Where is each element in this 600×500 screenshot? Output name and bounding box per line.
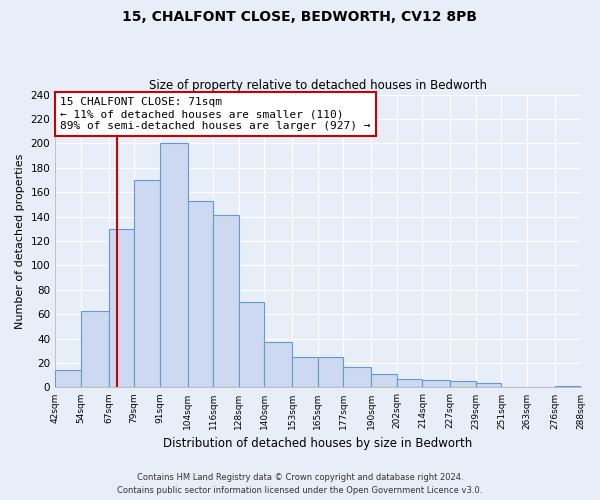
Title: Size of property relative to detached houses in Bedworth: Size of property relative to detached ho… [149, 79, 487, 92]
Bar [397, 379, 422, 388]
Bar [476, 382, 502, 388]
Bar [213, 216, 239, 388]
Bar [450, 382, 476, 388]
Bar [292, 357, 318, 388]
X-axis label: Distribution of detached houses by size in Bedworth: Distribution of detached houses by size … [163, 437, 472, 450]
Y-axis label: Number of detached properties: Number of detached properties [15, 154, 25, 328]
Bar [555, 386, 581, 388]
Bar [160, 144, 188, 388]
Text: 15 CHALFONT CLOSE: 71sqm
← 11% of detached houses are smaller (110)
89% of semi-: 15 CHALFONT CLOSE: 71sqm ← 11% of detach… [61, 98, 371, 130]
Bar [109, 229, 134, 388]
Bar [422, 380, 450, 388]
Bar [188, 200, 213, 388]
Bar [318, 357, 343, 388]
Bar [343, 366, 371, 388]
Bar [371, 374, 397, 388]
Bar [134, 180, 160, 388]
Bar [81, 310, 109, 388]
Bar [265, 342, 292, 388]
Bar [55, 370, 81, 388]
Text: Contains HM Land Registry data © Crown copyright and database right 2024.
Contai: Contains HM Land Registry data © Crown c… [118, 474, 482, 495]
Bar [239, 302, 265, 388]
Text: 15, CHALFONT CLOSE, BEDWORTH, CV12 8PB: 15, CHALFONT CLOSE, BEDWORTH, CV12 8PB [122, 10, 478, 24]
